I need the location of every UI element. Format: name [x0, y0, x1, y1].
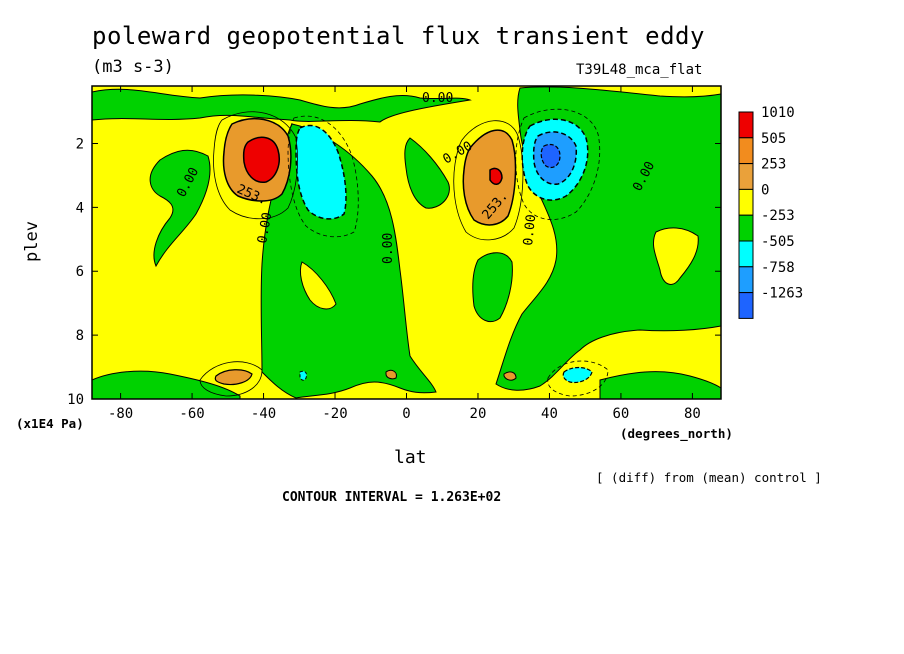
- x-tick-label: -60: [179, 406, 204, 422]
- y-tick-label: 4: [76, 200, 84, 216]
- pos-core-south-high: [242, 136, 280, 183]
- pos-dot-surface-south: [385, 369, 397, 380]
- contour-line-north-neg-outer: [515, 108, 601, 220]
- colorbar-label: 1010: [761, 105, 795, 121]
- colorbar-swatch: [738, 137, 754, 165]
- pos-core-surface-south: [214, 369, 253, 386]
- colorbar-swatch: [738, 266, 754, 294]
- neg-core-surface-north: [562, 366, 593, 384]
- y-axis-label: plev: [22, 221, 42, 262]
- units-label: (m3 s-3): [92, 57, 174, 77]
- x-axis-label: lat: [394, 447, 427, 468]
- neg-region-top-left: [91, 88, 472, 123]
- contour-line-surface-south: [199, 361, 263, 397]
- contour-label-zero-north-mid: 0.00: [521, 214, 539, 247]
- pos-core-north-high: [489, 167, 503, 185]
- x-axis: -80 -60 -40 -20 0 20 40 60 80: [108, 86, 701, 422]
- run-name: T39L48_mca_flat: [576, 62, 703, 78]
- x-tick-label: 0: [402, 406, 410, 422]
- colorbar-label: 253: [761, 157, 786, 173]
- colorbar-label: -758: [761, 260, 795, 276]
- x-axis-units: (degrees_north): [620, 426, 733, 441]
- x-tick-label: 40: [541, 406, 558, 422]
- x-tick-label: -40: [251, 406, 276, 422]
- neg-island-north: [472, 252, 513, 322]
- colorbar-swatch: [738, 163, 754, 190]
- x-tick-label: 60: [613, 406, 630, 422]
- contour-label-zero-equator: 0.00: [381, 233, 396, 264]
- x-tick-label: 20: [470, 406, 487, 422]
- y-tick-label: 6: [76, 264, 84, 280]
- colorbar-swatch: [738, 240, 754, 268]
- y-axis-units: (x1E4 Pa): [16, 416, 84, 431]
- contour-label-zero-south-mid: 0.00: [255, 211, 275, 244]
- contour-line-surface-north: [547, 360, 609, 397]
- colorbar-swatch: [738, 292, 754, 319]
- pos-island-north: [653, 227, 699, 285]
- y-axis: 2 4 6 8 10: [67, 136, 721, 408]
- difference-note: [ (diff) from (mean) control ]: [596, 470, 822, 485]
- contour-line-north-outer: [453, 120, 524, 241]
- pos-dot-surface-mid: [503, 371, 517, 381]
- x-tick-label: -80: [108, 406, 133, 422]
- colorbar: 1010 505 253 0 -253 -505 -758 -1263: [738, 105, 803, 319]
- neg-core-north-peak: [540, 143, 561, 169]
- contour-line-south-outer: [213, 111, 298, 220]
- colorbar-label: -505: [761, 234, 795, 250]
- y-tick-label: 8: [76, 328, 84, 344]
- y-tick-label: 2: [76, 136, 84, 152]
- neg-core-south-mid: [295, 124, 347, 220]
- pos-island-south: [299, 261, 337, 310]
- neg-region-bottom-left: [91, 370, 241, 400]
- contour-line-south-neg-outer: [287, 115, 359, 238]
- colorbar-label: 0: [761, 182, 769, 198]
- x-tick-label: 80: [684, 406, 701, 422]
- neg-region-north-tongue: [404, 137, 450, 209]
- colorbar-swatch: [738, 111, 754, 139]
- plot-area: [91, 86, 722, 400]
- y-tick-label: 10: [67, 392, 84, 408]
- colorbar-label: 505: [761, 131, 786, 147]
- colorbar-label: -1263: [761, 286, 803, 302]
- colorbar-label: -253: [761, 208, 795, 224]
- neg-region-left-tongue: [149, 149, 211, 268]
- x-tick-label: -20: [322, 406, 347, 422]
- colorbar-swatch: [738, 214, 754, 242]
- neg-dot-surface-south: [299, 370, 307, 381]
- chart-title: poleward geopotential flux transient edd…: [92, 22, 705, 50]
- contour-interval: CONTOUR INTERVAL = 1.263E+02: [282, 490, 502, 505]
- colorbar-swatch: [738, 188, 754, 216]
- contour-label-zero-top: 0.00: [422, 91, 453, 106]
